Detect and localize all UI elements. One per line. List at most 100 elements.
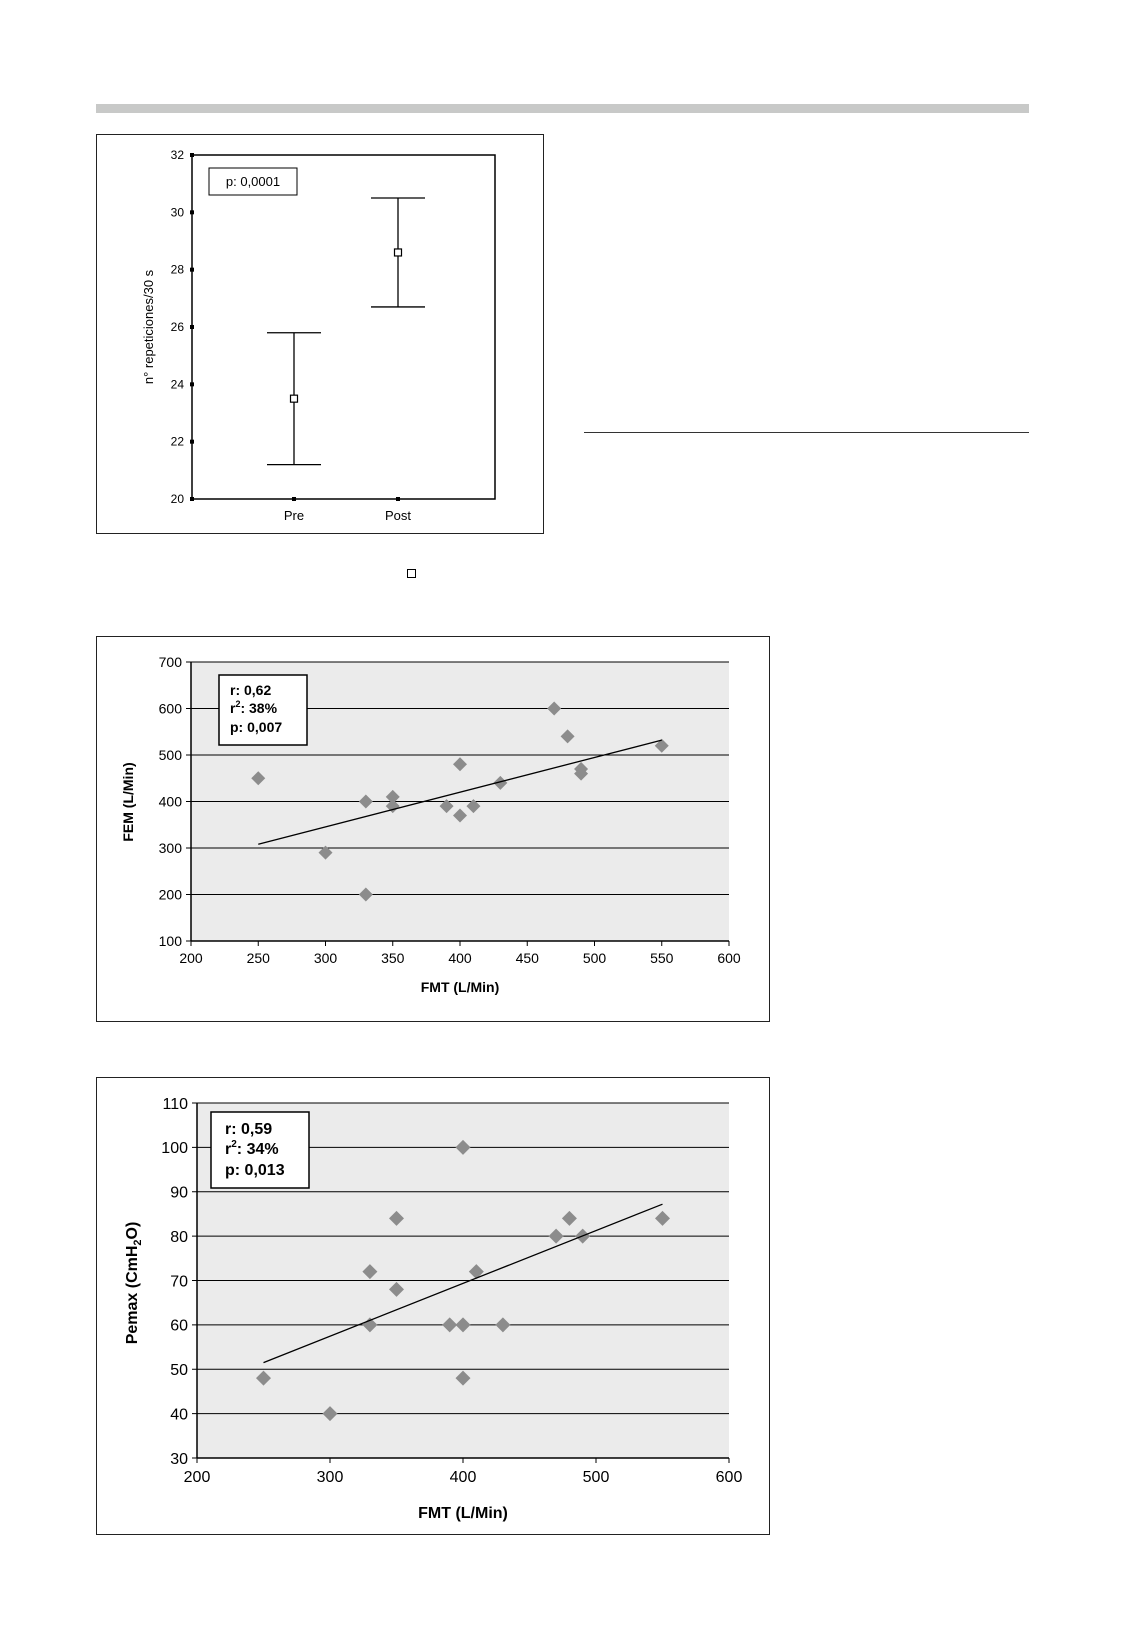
pemax-scatter-chart-frame: 30 40 50 60 70 80 90 100 110 200 300 400 500 600 r: … (96, 1077, 770, 1535)
y-tick-label: 200 (159, 887, 183, 903)
fem-scatter-chart-frame: 100 200 300 400 500 600 700 200 250 300 350 400 450… (96, 636, 770, 1022)
data-point (318, 845, 333, 860)
y-tick-mark (190, 267, 194, 272)
y-tick-label: 22 (171, 435, 185, 449)
data-point (493, 775, 508, 790)
pemax-scatter-chart: 30 40 50 60 70 80 90 100 110 200 300 400 500 600 r: … (124, 1096, 743, 1522)
data-point (322, 1406, 338, 1422)
y-tick-mark (190, 382, 194, 387)
y-tick-label: 400 (159, 794, 183, 810)
data-point (362, 1317, 378, 1333)
data-point (455, 1139, 471, 1155)
y-tick-label: 70 (170, 1273, 188, 1290)
y-tick-mark (190, 325, 194, 329)
y-tick-mark (190, 497, 194, 501)
data-point (547, 701, 562, 716)
data-point (385, 789, 400, 804)
p-value-label: p: 0,0001 (226, 174, 280, 189)
y-tick-label: 50 (170, 1362, 188, 1379)
x-tick-label: 200 (179, 950, 203, 966)
data-point (256, 1370, 271, 1386)
data-point (466, 799, 481, 814)
y-tick-label: 80 (170, 1229, 188, 1246)
x-tick-mark (292, 497, 296, 501)
y-axis-label: Pemax (CmH2O) (124, 1222, 144, 1345)
x-tick-label: 300 (317, 1469, 344, 1486)
data-point (655, 1210, 670, 1226)
y-tick-mark (190, 210, 194, 215)
p-value-label: p: 0,013 (225, 1162, 285, 1179)
x-tick-label: 600 (717, 950, 741, 966)
x-tick-label: 400 (450, 1469, 477, 1486)
y-tick-label: 40 (170, 1406, 188, 1423)
y-tick-label: 100 (159, 933, 183, 949)
x-tick-label: 500 (583, 1469, 610, 1486)
data-point (358, 887, 373, 902)
y-axis-label: FEM (L/Min) (120, 762, 136, 841)
y-tick-label: 20 (171, 492, 185, 506)
errorbar-chart-frame: 20 22 24 26 28 30 32 Pre Post n° repeticiones/3… (96, 134, 544, 534)
data-point (358, 794, 373, 809)
data-point (389, 1210, 404, 1226)
data-point (654, 738, 669, 753)
x-tick-label: 600 (716, 1469, 743, 1486)
x-tick-label: 400 (448, 950, 472, 966)
y-tick-label: 110 (162, 1096, 188, 1113)
data-point (389, 1281, 404, 1297)
x-axis-label: FMT (L/Min) (418, 1505, 508, 1522)
y-tick-mark (190, 439, 194, 444)
data-point (574, 766, 589, 781)
y-axis-label: n° repeticiones/30 s (141, 269, 156, 384)
x-tick-label: 300 (314, 950, 338, 966)
r-value-label: r: 0,62 (230, 682, 271, 698)
data-point (455, 1317, 471, 1333)
y-tick-label: 28 (171, 263, 185, 277)
data-point (453, 757, 467, 772)
x-tick-label: 500 (583, 950, 607, 966)
side-rule (584, 432, 1029, 433)
y-tick-label: 90 (170, 1185, 188, 1202)
y-tick-label: 24 (171, 377, 185, 391)
data-point (455, 1370, 471, 1386)
y-tick-label: 300 (159, 840, 183, 856)
data-point (468, 1264, 484, 1280)
x-axis-label: FMT (L/Min) (421, 979, 500, 995)
annotation-box (208, 167, 298, 196)
x-tick-label: 450 (516, 950, 540, 966)
r2-value-label: r2: 38% (230, 699, 278, 716)
trendline (258, 739, 662, 845)
r2-value-label: r2: 34% (225, 1139, 279, 1158)
x-tick-label: 550 (650, 950, 674, 966)
y-tick-label: 600 (159, 701, 183, 717)
mean-point (289, 394, 299, 403)
y-tick-label: 30 (171, 205, 185, 219)
x-tick-label: Post (385, 508, 411, 523)
data-point (453, 808, 467, 823)
p-value-label: p: 0,007 (230, 719, 282, 735)
data-point (251, 771, 266, 786)
errorbar-chart: 20 22 24 26 28 30 32 Pre Post n° repeticiones/3… (141, 148, 496, 523)
y-tick-label: 100 (161, 1140, 188, 1157)
data-point (560, 729, 575, 744)
stats-box (210, 1111, 310, 1189)
y-tick-label: 700 (159, 654, 183, 670)
r-value-label: r: 0,59 (225, 1121, 272, 1138)
mean-point (393, 248, 403, 257)
x-tick-label: 250 (247, 950, 271, 966)
data-point (495, 1317, 511, 1333)
x-tick-label: Pre (284, 508, 304, 523)
x-tick-label: 200 (184, 1469, 211, 1486)
y-tick-label: 500 (159, 747, 183, 763)
y-tick-mark (190, 153, 194, 157)
data-point (548, 1228, 564, 1244)
y-tick-label: 60 (170, 1318, 188, 1335)
stats-box (218, 674, 308, 746)
y-tick-label: 30 (170, 1451, 188, 1468)
mean-marker-symbol (407, 569, 416, 578)
y-tick-label: 26 (171, 320, 185, 334)
data-point (362, 1264, 378, 1280)
plot-area (191, 154, 496, 500)
data-point (442, 1317, 458, 1333)
data-point (385, 799, 400, 814)
